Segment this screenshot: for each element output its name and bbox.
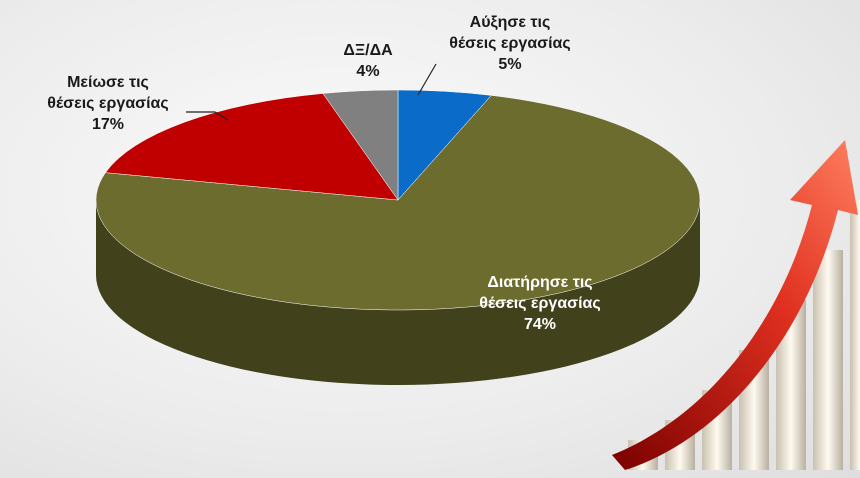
- category-label: Διατήρησε τις θέσεις εργασίας: [479, 272, 600, 314]
- category-label: ΔΞ/ΔΑ: [343, 40, 392, 61]
- value-label: 5%: [449, 54, 570, 75]
- value-label: 74%: [479, 314, 600, 335]
- value-label: 17%: [47, 114, 168, 135]
- category-label: Μείωσε τις θέσεις εργασίας: [47, 72, 168, 114]
- category-label: Αύξησε τις θέσεις εργασίας: [449, 12, 570, 54]
- value-label: 4%: [343, 61, 392, 82]
- chart: Αύξησε τις θέσεις εργασίας5% ΔΞ/ΔΑ4% Μεί…: [0, 0, 860, 478]
- pie: [96, 90, 700, 385]
